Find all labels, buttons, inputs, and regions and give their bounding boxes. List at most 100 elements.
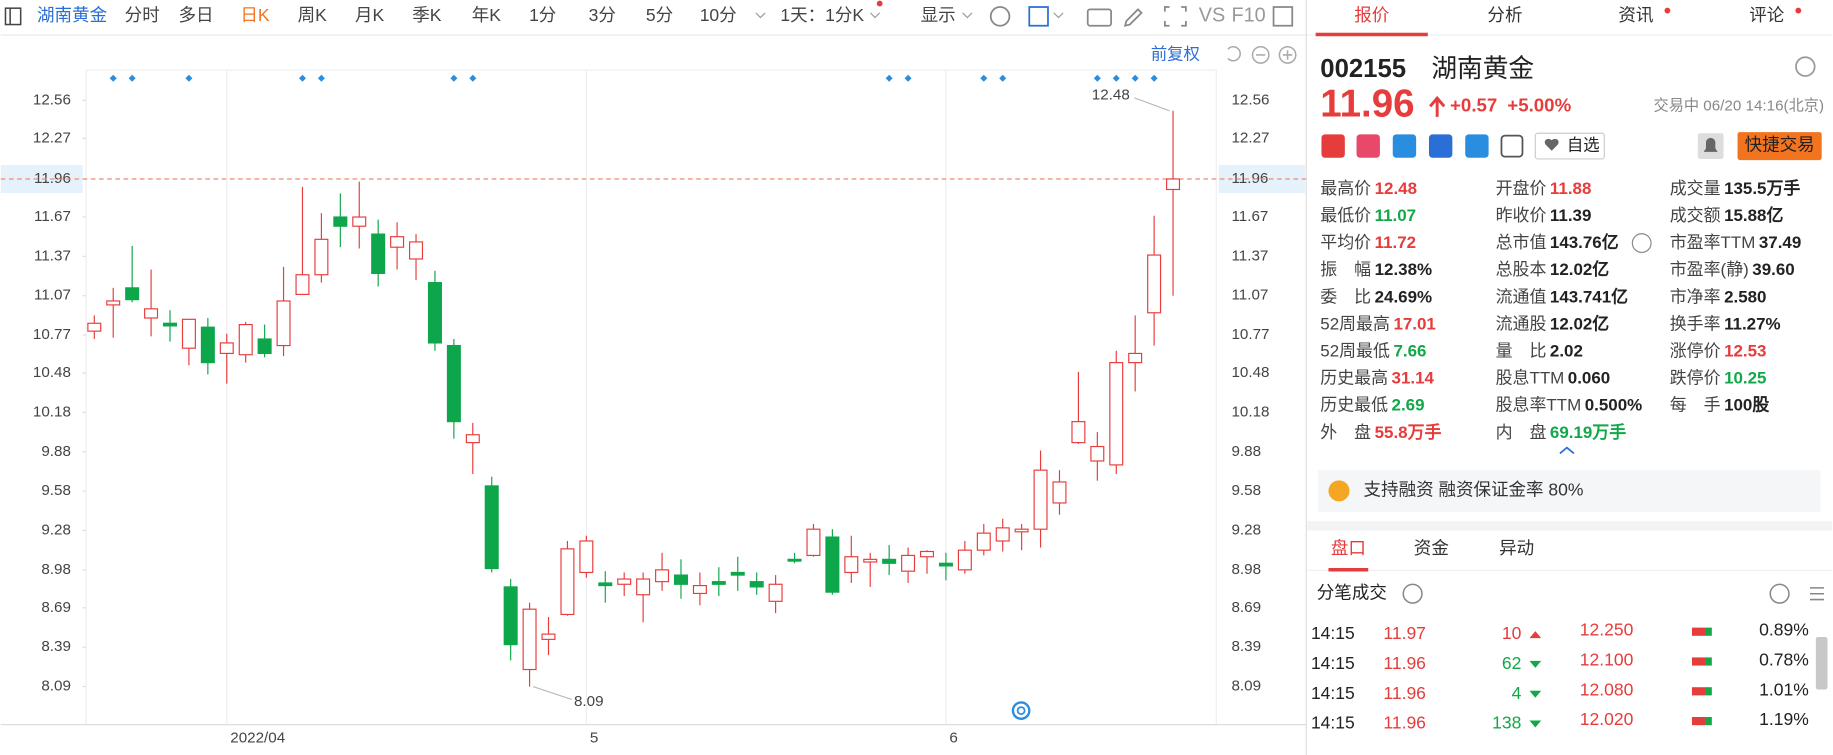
event-icon[interactable] (1011, 701, 1031, 720)
candle-body (333, 216, 348, 227)
y-tick-label: 9.88 (41, 443, 71, 460)
zoom-in-icon[interactable] (1278, 45, 1297, 64)
toolbar-tab[interactable]: 5分 (646, 5, 673, 25)
stat-value: 11.27% (1724, 314, 1781, 333)
trades-tab[interactable]: 异动 (1499, 538, 1534, 558)
panel-icon[interactable] (1272, 6, 1294, 27)
scrollbar[interactable] (1815, 636, 1828, 690)
tag-icon[interactable] (1465, 134, 1489, 158)
stat-label: 振 幅 (1320, 260, 1371, 279)
stat-value: 12.53 (1724, 341, 1766, 360)
quote-tab[interactable]: 报价 (1354, 5, 1389, 25)
menu-icon[interactable] (4, 7, 22, 26)
toolbar-tab[interactable]: 周K (298, 5, 328, 25)
vs-button[interactable]: VS (1199, 5, 1226, 27)
bell-icon (1703, 137, 1718, 152)
event-marker[interactable] (999, 74, 1007, 82)
toolbar-tab[interactable]: 年K (472, 5, 502, 25)
event-marker[interactable] (185, 74, 193, 82)
toolbar-tab[interactable]: 10分 (700, 5, 737, 25)
candle-body (1071, 421, 1086, 444)
trades-tab[interactable]: 盘口 (1331, 538, 1366, 558)
book-level: 12.250 (1580, 620, 1634, 640)
event-icon-inner (1016, 706, 1026, 715)
candle-body (919, 550, 935, 558)
candle-body (87, 322, 102, 332)
event-marker[interactable] (1112, 74, 1120, 82)
color-icon[interactable] (1028, 6, 1049, 27)
trades-tab[interactable]: 资金 (1414, 538, 1450, 558)
stat-label: 历史最低 (1320, 396, 1388, 415)
x-tick-label: 5 (590, 730, 598, 747)
toolbar-tab[interactable]: 分时 (125, 5, 160, 25)
event-marker[interactable] (885, 74, 893, 82)
quote-tab[interactable]: 资讯 (1618, 5, 1653, 25)
display-menu[interactable]: 显示 (921, 5, 956, 25)
toolbar-tab[interactable]: 多日 (178, 5, 213, 25)
event-marker[interactable] (1093, 74, 1101, 82)
event-marker[interactable] (298, 74, 306, 82)
toolbar-tab[interactable]: 3分 (589, 5, 616, 25)
f10-button[interactable]: F10 (1231, 5, 1265, 27)
quote-tab[interactable]: 分析 (1487, 5, 1522, 25)
period-select[interactable]: 1天：1分K (780, 5, 864, 25)
fullscreen-icon[interactable] (1163, 6, 1187, 27)
event-marker[interactable] (469, 74, 477, 82)
candle-body (162, 322, 178, 327)
toolbar-tab[interactable]: 月K (355, 5, 385, 25)
stat-label: 市净率 (1670, 287, 1721, 306)
y-tick-label: 9.88 (1231, 443, 1261, 460)
collapse-icon[interactable] (1559, 446, 1575, 455)
candle-body (844, 556, 859, 574)
event-marker[interactable] (1131, 74, 1139, 82)
flag-icon[interactable] (1321, 134, 1345, 158)
candle-body (409, 241, 424, 260)
event-marker[interactable] (980, 74, 988, 82)
candle-body (465, 434, 480, 444)
book-bar (1705, 627, 1712, 636)
y-tick-label: 9.28 (1231, 522, 1261, 539)
trade-volume: 10 (1502, 623, 1522, 643)
quick-trade-button[interactable] (1737, 132, 1822, 161)
tag-icon[interactable] (1356, 134, 1380, 158)
trade-price: 11.96 (1383, 653, 1426, 673)
toolbar-tab[interactable]: 日K (240, 5, 270, 25)
tag-icon[interactable] (1428, 134, 1453, 158)
separator (1307, 521, 1833, 531)
list-icon[interactable] (1809, 587, 1825, 601)
more-icon[interactable] (1631, 233, 1652, 254)
info-icon[interactable] (1402, 583, 1423, 604)
toolbar-tab[interactable]: 湖南黄金 (37, 5, 108, 25)
min-label: 8.09 (574, 693, 604, 710)
quote-tab[interactable]: 评论 (1749, 5, 1785, 25)
event-marker[interactable] (904, 74, 912, 82)
event-marker[interactable] (1150, 74, 1158, 82)
zoom-out-icon[interactable] (1251, 45, 1270, 64)
note-icon[interactable] (1500, 134, 1524, 158)
toolbar-tab[interactable]: 季K (412, 5, 442, 25)
event-marker[interactable] (450, 74, 458, 82)
event-marker[interactable] (128, 74, 136, 82)
settings-icon[interactable] (1795, 56, 1816, 77)
reset-icon[interactable] (1227, 46, 1241, 62)
tag-icon[interactable] (1392, 134, 1417, 158)
event-marker[interactable] (109, 74, 117, 82)
toolbar-tab[interactable]: 1分 (529, 5, 556, 25)
adjust-select[interactable]: 前复权 (1151, 45, 1200, 63)
stat-label: 股息TTM (1496, 369, 1565, 388)
change: +0.57 (1450, 94, 1497, 115)
event-marker[interactable] (317, 74, 325, 82)
notice-box (1317, 469, 1821, 512)
stat-label: 平均价 (1320, 233, 1371, 252)
draw-icon[interactable] (1123, 8, 1143, 27)
trade-price: 11.96 (1383, 683, 1426, 703)
y-tick-label: 12.27 (1231, 129, 1269, 146)
settings-icon[interactable] (989, 6, 1011, 27)
camera-icon[interactable] (1086, 8, 1112, 27)
stat-value: 55.8万手 (1375, 422, 1442, 442)
stat-value: 0.500% (1585, 396, 1642, 415)
y-tick-label: 11.07 (34, 287, 71, 304)
candle-body (1014, 528, 1029, 533)
more-icon[interactable] (1769, 583, 1790, 604)
